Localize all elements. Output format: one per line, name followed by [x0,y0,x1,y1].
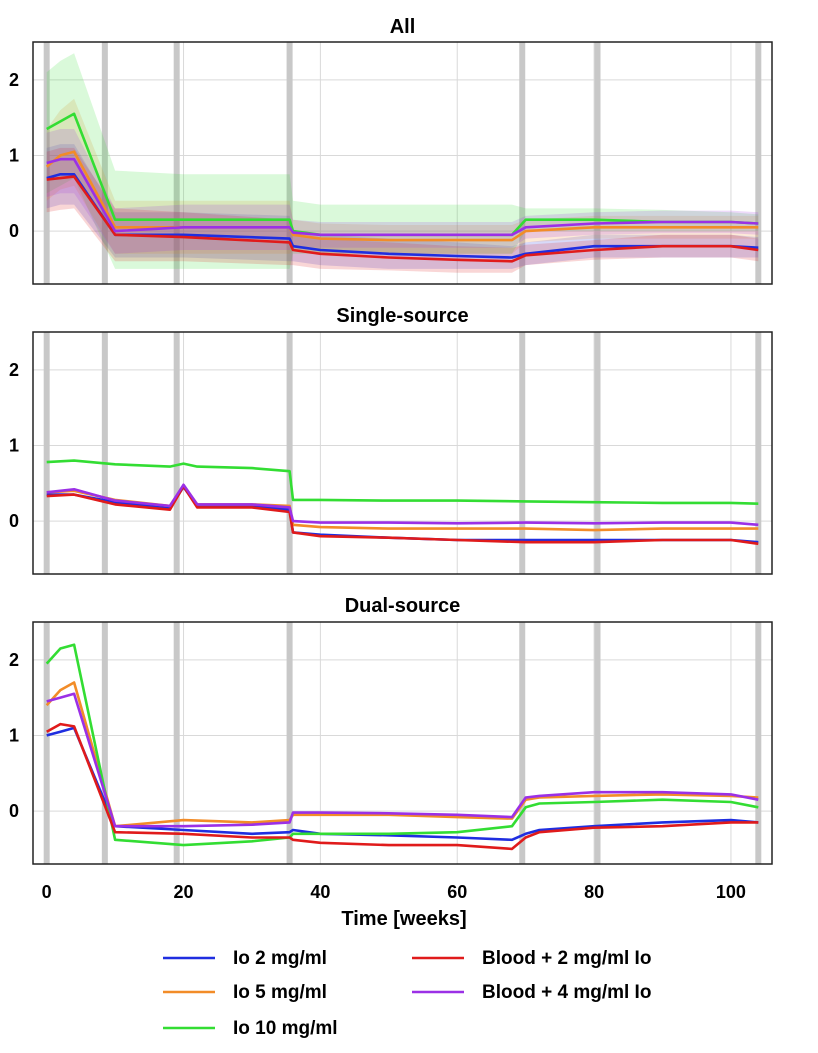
panel-dual-source: 0 1 2 Dual-source [9,595,773,865]
y-tick-label: 0 [9,221,19,241]
band-io-10-mg-ml [46,53,759,269]
legend-label: Io 5 mg/ml [233,982,327,1003]
vertical-markers [43,332,762,574]
legend-label: Blood + 2 mg/ml Io [482,948,651,969]
x-tick-label: 80 [584,882,604,902]
gridlines [33,622,772,864]
series-line-io-10-mg-ml [46,459,759,505]
x-axis: 0 20 40 60 80 100 [42,882,746,902]
x-axis-label: Time [weeks] [341,908,466,930]
x-tick-label: 100 [716,882,746,902]
series-line-blood-2-mg-ml-io [46,722,759,851]
band-blood-2-mg-ml-io [46,147,759,273]
y-tick-label: 0 [9,511,19,531]
plot-background [33,332,772,574]
y-tick-label: 1 [9,145,19,165]
x-tick-label: 60 [447,882,467,902]
plot-frame [32,331,773,575]
y-tick-label: 1 [9,725,19,745]
series-line-io-5-mg-ml [45,150,759,242]
legend-entry-blood-4-mg-ml-io: Blood + 4 mg/ml Io [412,982,651,1003]
x-tick-label: 0 [42,882,52,902]
panel-single-source: 0 1 2 Single-source [9,305,773,575]
legend-entry-io-2-mg-ml: Io 2 mg/ml [163,948,327,969]
series-line-blood-4-mg-ml-io [46,692,759,828]
y-tick-label: 1 [9,435,19,455]
y-tick-label: 0 [9,801,19,821]
gridlines [33,332,772,574]
series-line-blood-4-mg-ml-io [46,483,759,527]
band-io-5-mg-ml [46,98,759,254]
series-line-blood-2-mg-ml-io [46,175,759,263]
chart-panels: 0 1 2 All 0 1 2 Single-source 0 1 2 Dual-source [9,16,773,865]
series-line-blood-2-mg-ml-io [46,484,759,546]
x-tick-label: 20 [174,882,194,902]
series-line-blood-4-mg-ml-io [46,157,759,237]
plot-frame [32,621,773,865]
band-blood-4-mg-ml-io [46,129,759,254]
panel-all: 0 1 2 All [9,16,773,285]
plot-background [33,42,772,284]
legend-label: Io 2 mg/ml [233,948,327,969]
legend-entry-io-10-mg-ml: Io 10 mg/ml [163,1018,338,1039]
vertical-markers [43,622,762,864]
vertical-markers [43,42,762,284]
legend-label: Blood + 4 mg/ml Io [482,982,651,1003]
panel-title: Single-source [336,305,468,327]
legend: Io 2 mg/ml Io 5 mg/ml Io 10 mg/ml Blood + 2… [163,948,651,1039]
y-tick-label: 2 [9,360,19,380]
legend-label: Io 10 mg/ml [233,1018,338,1039]
y-tick-label: 2 [9,650,19,670]
gridlines [33,42,772,284]
legend-entry-blood-2-mg-ml-io: Blood + 2 mg/ml Io [412,948,651,969]
y-tick-label: 2 [9,70,19,90]
x-tick-label: 40 [310,882,330,902]
panel-title: Dual-source [345,595,461,617]
band-io-2-mg-ml [46,144,759,269]
legend-entry-io-5-mg-ml: Io 5 mg/ml [163,982,327,1003]
plot-frame [32,41,773,285]
panel-title: All [390,16,416,38]
